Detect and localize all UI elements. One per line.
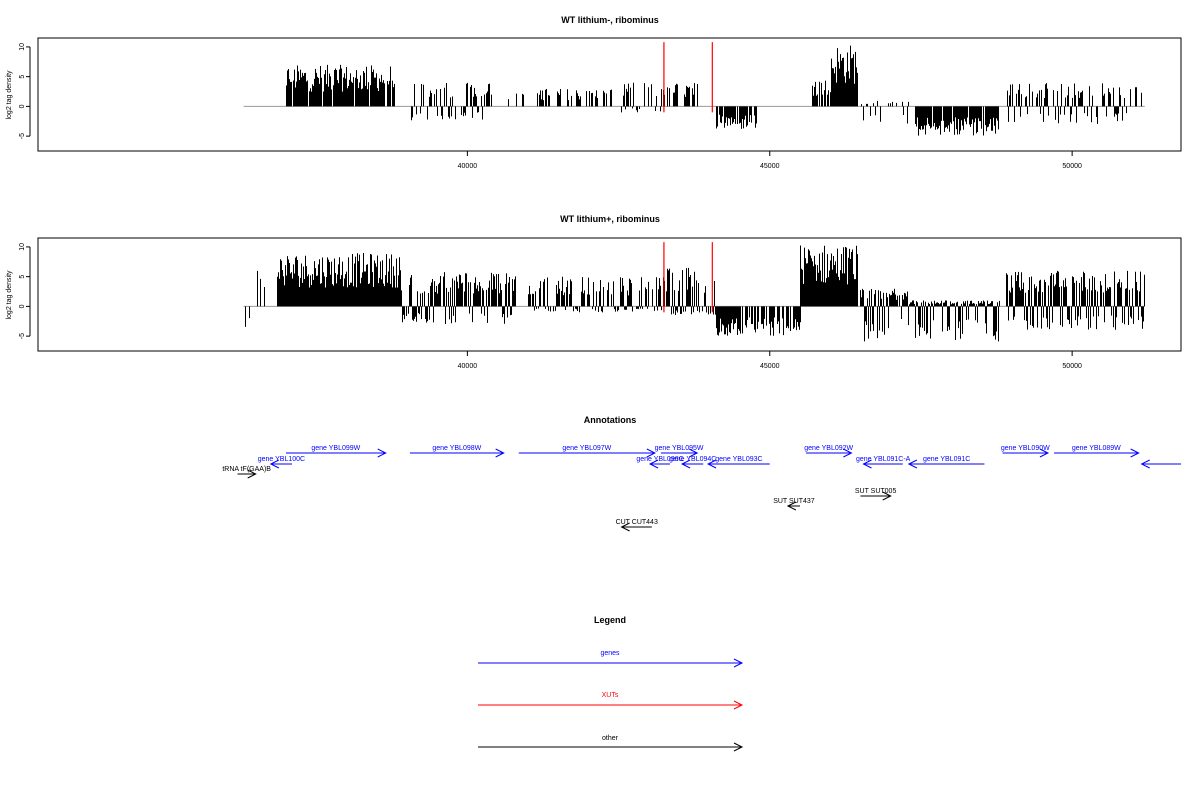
arrow-right-icon [733, 700, 744, 710]
feature-label: gene YBL091C [923, 456, 970, 463]
x-axis: 40000 45000 50000 [458, 350, 1082, 370]
arrow-left-icon [648, 459, 659, 469]
feature-label: gene YBL096C [636, 456, 683, 463]
arrow-left-icon [269, 459, 280, 469]
panel-title: WT lithium-, ribominus [561, 15, 659, 25]
arrow-right-icon [1130, 448, 1140, 458]
arrow-left-icon [907, 459, 918, 469]
y-tick-label: 0 [19, 104, 26, 108]
y-axis: -5 0 5 10 [19, 243, 31, 339]
arrow-right-icon [247, 469, 257, 479]
legend-label: XUTs [602, 692, 619, 699]
annotation-feature [1140, 459, 1181, 469]
feature-label: gene YBL092W [804, 445, 853, 452]
feature-label: gene YBL089W [1072, 445, 1121, 452]
density-bars [243, 242, 1145, 342]
feature-label: gene YBL091C-A [856, 456, 911, 463]
arrow-left-icon [620, 522, 630, 532]
annotation-feature: gene YBL097W [518, 445, 656, 458]
arrow-right-icon [843, 448, 853, 458]
annotation-feature: gene YBL091C [907, 456, 985, 469]
annotations-title: Annotations [584, 415, 637, 425]
y-tick-label: 10 [19, 43, 26, 51]
annotation-feature: gene YBL098W [409, 445, 505, 458]
annotation-feature: gene YBL096C [636, 456, 684, 469]
annotation-feature: gene YBL099W [285, 445, 387, 458]
annotation-feature: gene YBL089W [1054, 445, 1140, 458]
annotation-feature: gene YBL091C-A [856, 456, 911, 469]
annotation-feature: gene YBL090W [1001, 445, 1050, 458]
arrow-right-icon [495, 448, 505, 458]
legend: Legend genes XUTs other [478, 615, 744, 752]
feature-label: gene YBL094C [669, 456, 716, 463]
density-bars [243, 42, 1145, 136]
annotation-feature: tRNA tF(GAA)B [222, 466, 271, 479]
x-tick-label: 40000 [458, 363, 478, 370]
annotation-feature: SUT SUT005 [855, 488, 897, 501]
arrow-right-icon [733, 742, 744, 752]
annotation-feature: gene YBL095W [655, 445, 704, 458]
x-tick-label: 45000 [760, 363, 780, 370]
track-panel-lithium-plus: WT lithium+, ribominus log2 tag density … [6, 214, 1182, 370]
arrow-right-icon [733, 658, 744, 668]
x-tick-label: 40000 [458, 163, 478, 170]
feature-label: CUT CUT443 [616, 519, 658, 526]
feature-label: gene YBL098W [432, 445, 481, 452]
feature-label: tRNA tF(GAA)B [222, 466, 271, 473]
legend-label: other [602, 735, 619, 742]
legend-entry-xuts: XUTs [478, 692, 744, 710]
y-axis-label: log2 tag density [6, 70, 13, 120]
y-tick-label: 0 [19, 304, 26, 308]
arrow-right-icon [1039, 448, 1050, 458]
y-tick-label: 5 [19, 275, 26, 279]
feature-label: SUT SUT437 [773, 498, 815, 505]
arrow-left-icon [1140, 459, 1150, 469]
y-axis: -5 0 5 10 [19, 43, 31, 139]
x-tick-label: 45000 [760, 163, 780, 170]
feature-label: gene YBL097W [562, 445, 611, 452]
arrow-right-icon [688, 448, 699, 458]
y-tick-label: 10 [19, 243, 26, 251]
legend-entry-other: other [478, 735, 744, 752]
legend-title: Legend [594, 615, 626, 625]
feature-label: gene YBL100C [258, 456, 305, 463]
y-tick-label: -5 [19, 333, 26, 339]
plot-frame [37, 37, 1182, 152]
y-tick-label: -5 [19, 133, 26, 139]
feature-label: gene YBL093C [715, 456, 762, 463]
feature-label: gene YBL099W [311, 445, 360, 452]
annotation-feature: gene YBL100C [258, 456, 305, 469]
feature-label: SUT SUT005 [855, 488, 897, 495]
arrow-right-icon [882, 491, 892, 501]
annotation-feature: CUT CUT443 [616, 519, 658, 532]
track-panel-lithium-minus: WT lithium-, ribominus log2 tag density … [6, 15, 1182, 170]
arrow-left-icon [680, 459, 691, 469]
arrow-left-icon [706, 459, 717, 469]
feature-label: gene YBL090W [1001, 445, 1050, 452]
x-tick-label: 50000 [1062, 163, 1082, 170]
arrow-left-icon [786, 501, 797, 511]
legend-label: genes [600, 650, 620, 657]
annotation-feature: gene YBL092W [804, 445, 854, 458]
legend-entry-genes: genes [478, 650, 744, 668]
y-axis-label: log2 tag density [6, 270, 13, 320]
x-tick-label: 50000 [1062, 363, 1082, 370]
arrow-right-icon [377, 448, 387, 458]
annotation-feature: gene YBL093C [706, 456, 770, 469]
annotation-feature: SUT SUT437 [773, 498, 815, 511]
feature-label: gene YBL095W [655, 445, 704, 452]
annotation-feature: gene YBL094C [669, 456, 716, 469]
arrow-right-icon [646, 448, 656, 458]
arrow-left-icon [862, 459, 872, 469]
panel-title: WT lithium+, ribominus [560, 214, 660, 224]
y-tick-label: 5 [19, 75, 26, 79]
x-axis: 40000 45000 50000 [458, 150, 1082, 170]
annotations-track: Annotations gene YBL099W gene YBL098W gene… [222, 415, 1181, 532]
